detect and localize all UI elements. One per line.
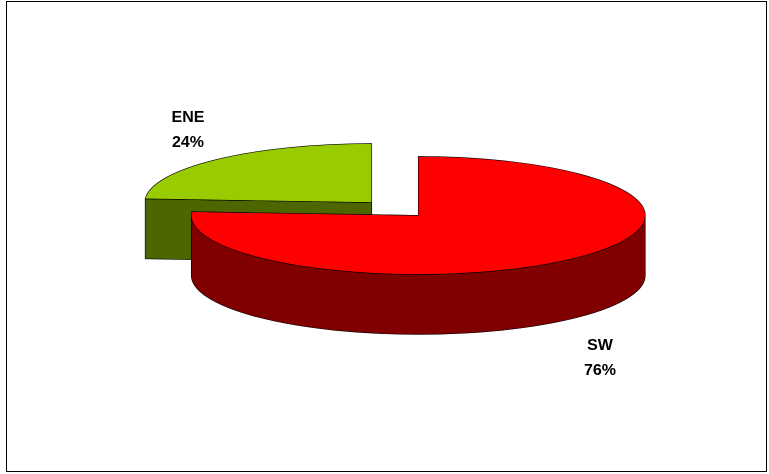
- slice-category-label: ENE: [172, 109, 205, 126]
- slice: [144, 143, 373, 203]
- slice-value-label: 76%: [584, 362, 616, 379]
- slice-category-label: SW: [587, 337, 614, 354]
- slice: [190, 156, 646, 275]
- slice-value-label: 24%: [172, 134, 204, 151]
